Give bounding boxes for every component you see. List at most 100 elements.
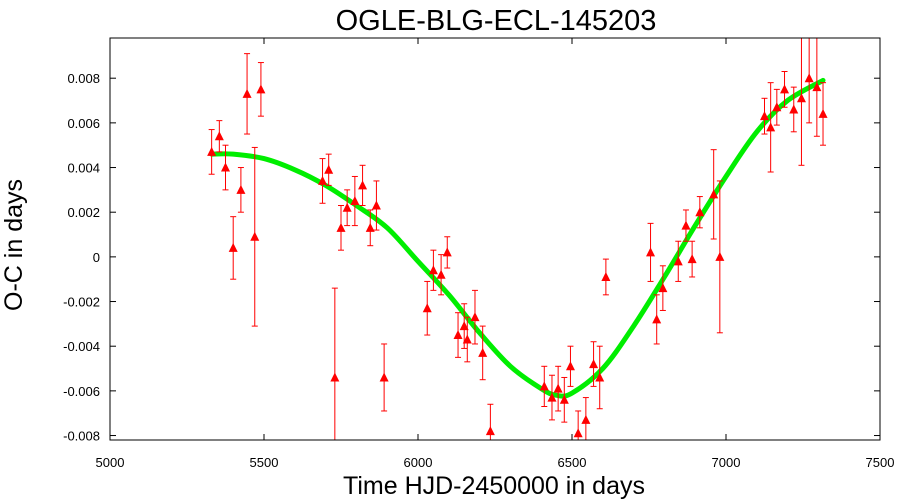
triangle-marker	[342, 202, 352, 212]
data-point	[379, 343, 389, 412]
triangle-marker	[681, 220, 691, 230]
x-tick-label: 7500	[866, 455, 895, 470]
triangle-marker	[379, 372, 389, 382]
data-point	[371, 180, 381, 231]
triangle-marker	[595, 372, 605, 382]
data-point	[652, 294, 662, 345]
data-point	[250, 146, 260, 327]
data-point	[365, 209, 375, 247]
data-point	[358, 164, 368, 206]
data-point	[236, 167, 246, 213]
triangle-marker	[350, 196, 360, 206]
y-tick-label: -0.006	[63, 384, 100, 399]
triangle-marker	[547, 392, 557, 402]
triangle-marker	[462, 334, 472, 344]
data-point	[462, 316, 472, 363]
data-point	[818, 82, 828, 146]
data-point	[595, 345, 605, 410]
triangle-marker	[652, 314, 662, 324]
triangle-marker	[553, 383, 563, 393]
plot-frame	[109, 37, 881, 441]
triangle-marker	[673, 256, 683, 266]
data-point	[547, 374, 557, 421]
x-axis-label: Time HJD-2450000 in days	[343, 472, 645, 500]
triangle-marker	[428, 265, 438, 275]
triangle-marker	[330, 372, 340, 382]
data-point	[428, 249, 438, 291]
triangle-marker	[695, 207, 705, 217]
data-point	[646, 222, 656, 282]
data-point	[772, 88, 782, 126]
y-tick-label: 0	[93, 250, 100, 265]
triangle-marker	[804, 73, 814, 83]
triangle-marker	[559, 394, 569, 404]
triangle-marker	[709, 189, 719, 199]
data-point	[485, 403, 495, 440]
x-tick-label: 5500	[250, 455, 279, 470]
data-point	[342, 189, 352, 227]
y-tick-label: -0.008	[63, 429, 100, 444]
triangle-marker	[687, 254, 697, 264]
data-point	[442, 236, 452, 269]
data-point	[214, 120, 224, 153]
triangle-marker	[485, 426, 495, 436]
fit-curve-layer	[209, 77, 826, 399]
triangle-marker	[318, 175, 328, 185]
triangle-marker	[796, 93, 806, 103]
data-point	[796, 38, 806, 166]
triangle-marker	[256, 84, 266, 94]
triangle-marker	[470, 312, 480, 322]
triangle-marker	[789, 104, 799, 114]
data-point	[336, 205, 346, 251]
data-point	[709, 149, 719, 240]
y-tick-label: 0.004	[67, 161, 100, 176]
data-points-layer	[207, 38, 828, 440]
data-point	[436, 254, 446, 296]
data-point	[324, 153, 334, 186]
triangle-marker	[581, 414, 591, 424]
triangle-marker	[228, 242, 238, 252]
data-point	[242, 53, 252, 135]
data-point	[318, 158, 328, 204]
data-point	[715, 180, 725, 334]
data-point	[350, 175, 360, 227]
data-point	[804, 38, 814, 124]
x-tick-label: 6500	[558, 455, 587, 470]
data-point	[228, 216, 238, 280]
triangle-marker	[565, 361, 575, 371]
data-point	[453, 312, 463, 358]
triangle-marker	[573, 428, 583, 438]
y-tick-label: 0.008	[67, 71, 100, 86]
triangle-marker	[242, 88, 252, 98]
triangle-marker	[442, 247, 452, 257]
triangle-marker	[459, 321, 469, 331]
triangle-marker	[715, 251, 725, 261]
y-tick-label: 0.006	[67, 116, 100, 131]
data-point	[760, 97, 769, 135]
triangle-marker	[358, 180, 368, 190]
data-point	[422, 280, 432, 336]
triangle-marker	[221, 162, 230, 172]
triangle-marker	[250, 231, 260, 241]
triangle-marker	[601, 271, 611, 281]
data-point	[207, 129, 217, 175]
data-point	[256, 62, 266, 117]
y-tick-label: 0.002	[67, 205, 100, 220]
triangle-marker	[371, 200, 381, 210]
data-point	[681, 209, 691, 242]
triangle-marker	[478, 347, 488, 357]
data-point	[695, 196, 705, 229]
triangle-marker	[336, 222, 346, 232]
data-point	[812, 38, 822, 137]
triangle-marker	[436, 269, 446, 279]
x-tick-label: 6000	[404, 455, 433, 470]
axis-ticks: 5000 5500 6000 6500 7000 7500 -0.008 -0.006 -0.0…	[63, 38, 894, 470]
data-point	[658, 265, 668, 311]
y-tick-label: -0.004	[63, 339, 100, 354]
triangle-marker	[539, 381, 549, 391]
triangle-marker	[589, 359, 599, 369]
triangle-marker	[453, 330, 463, 340]
triangle-marker	[365, 222, 375, 232]
data-point	[601, 258, 611, 296]
